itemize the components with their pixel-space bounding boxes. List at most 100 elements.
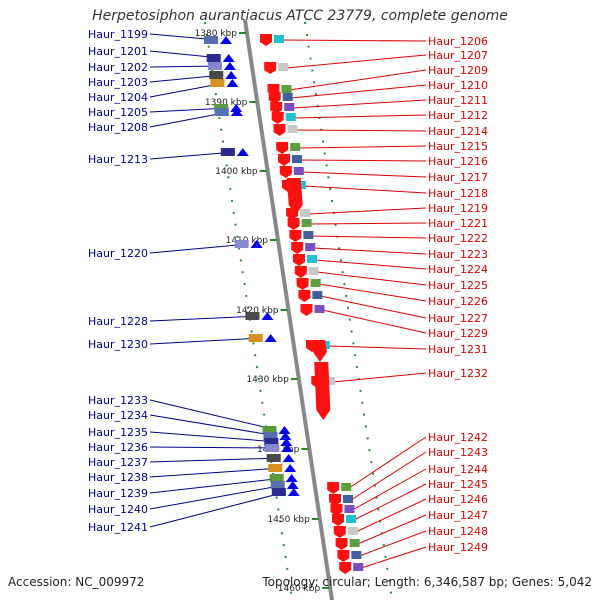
right-gene-label: Haur_1218 xyxy=(428,187,488,200)
forward-gene-arrow xyxy=(293,254,305,266)
forward-gene-arrow xyxy=(329,494,341,506)
topology-text: Topology: circular; Length: 6,346,587 bp… xyxy=(262,575,592,589)
forward-gene-box xyxy=(347,527,358,535)
left-gene-label: Haur_1208 xyxy=(88,121,148,134)
right-gene-connector xyxy=(357,514,427,545)
reverse-gene-box xyxy=(265,444,280,452)
right-gene-connector xyxy=(301,171,427,178)
forward-gene-box xyxy=(343,495,353,503)
reverse-gene-box xyxy=(204,36,218,44)
reverse-gene-box xyxy=(234,240,249,248)
reverse-gene-arrow xyxy=(223,62,236,70)
right-gene-label: Haur_1226 xyxy=(428,295,488,308)
scale-tick-label: 1380 kbp xyxy=(195,29,238,39)
right-gene-label: Haur_1247 xyxy=(428,509,488,522)
reverse-gene-box xyxy=(207,62,222,70)
forward-gene-box xyxy=(305,243,316,251)
forward-gene-box xyxy=(301,219,312,227)
left-gene-label: Haur_1233 xyxy=(88,394,148,407)
right-gene-label: Haur_1229 xyxy=(428,327,488,340)
forward-gene-arrow xyxy=(271,112,284,124)
left-gene-label: Haur_1205 xyxy=(88,106,148,119)
right-gene-connector xyxy=(318,283,427,302)
reverse-gene-box xyxy=(210,79,225,87)
reverse-gene-arrow xyxy=(226,79,239,87)
forward-gene-box xyxy=(308,267,319,275)
right-gene-connector xyxy=(314,259,427,270)
forward-gene-box xyxy=(292,155,302,163)
right-gene-label: Haur_1242 xyxy=(428,431,488,444)
forward-gene-box xyxy=(353,563,364,571)
left-gene-label: Haur_1234 xyxy=(88,409,148,422)
reverse-gene-arrow xyxy=(286,481,299,489)
right-gene-label: Haur_1209 xyxy=(428,64,488,77)
forward-gene-box xyxy=(341,483,352,491)
genome-title: Herpetosiphon aurantiacus ATCC 23779, co… xyxy=(92,8,508,24)
left-gene-connector xyxy=(149,315,260,322)
left-gene-label: Haur_1240 xyxy=(88,503,148,516)
left-gene-connector xyxy=(149,151,235,160)
right-gene-label: Haur_1231 xyxy=(428,343,488,356)
right-gene-label: Haur_1245 xyxy=(428,478,488,491)
right-gene-connector xyxy=(309,222,427,225)
reverse-gene-arrow xyxy=(236,148,249,156)
left-gene-connector xyxy=(149,457,281,463)
left-gene-connector xyxy=(149,431,279,443)
forward-gene-arrow xyxy=(276,142,289,154)
reverse-gene-arrow xyxy=(281,444,294,452)
forward-gene-box xyxy=(314,305,325,313)
reverse-gene-arrow xyxy=(287,488,300,496)
left-gene-connector xyxy=(149,399,277,431)
scale-tick-label: 1450 kbp xyxy=(267,515,310,525)
reverse-gene-box xyxy=(262,426,277,434)
right-gene-label: Haur_1248 xyxy=(428,525,488,538)
left-gene-label: Haur_1239 xyxy=(88,487,148,500)
forward-gene-box xyxy=(310,279,321,287)
left-gene-label: Haur_1202 xyxy=(88,61,148,74)
right-gene-connector xyxy=(320,295,427,319)
forward-gene-arrow xyxy=(264,62,277,74)
right-gene-connector xyxy=(322,309,427,334)
right-gene-connector xyxy=(316,271,427,286)
forward-gene-arrow xyxy=(268,92,281,104)
right-gene-connector xyxy=(353,483,427,521)
forward-gene-arrow xyxy=(287,218,300,230)
right-gene-label: Haur_1215 xyxy=(428,140,488,153)
right-gene-connector xyxy=(355,498,427,533)
right-gene-label: Haur_1224 xyxy=(428,263,488,276)
right-gene-label: Haur_1212 xyxy=(428,109,488,122)
forward-large-orf xyxy=(286,178,303,215)
left-gene-label: Haur_1235 xyxy=(88,426,148,439)
reverse-gene-box xyxy=(209,71,224,79)
forward-gene-arrow xyxy=(332,514,344,526)
reverse-gene-arrow xyxy=(250,240,263,248)
right-gene-label: Haur_1222 xyxy=(428,232,488,245)
right-gene-label: Haur_1223 xyxy=(428,248,488,261)
right-gene-connector xyxy=(286,54,427,69)
forward-gene-box xyxy=(351,551,362,559)
forward-gene-box xyxy=(290,143,301,151)
right-gene-label: Haur_1225 xyxy=(428,279,488,292)
left-gene-label: Haur_1237 xyxy=(88,456,148,469)
forward-gene-arrow xyxy=(339,562,352,574)
accession-text: Accession: NC_009972 xyxy=(8,575,145,589)
right-gene-connector xyxy=(308,207,427,215)
forward-gene-box xyxy=(307,255,317,263)
right-gene-connector xyxy=(348,436,427,489)
right-gene-connector xyxy=(281,39,427,42)
reverse-gene-box xyxy=(269,474,284,482)
left-gene-connector xyxy=(149,414,278,437)
reverse-gene-arrow xyxy=(280,438,293,446)
left-gene-connector xyxy=(149,477,284,494)
scale-tick-label: 1460 kbp xyxy=(278,584,321,594)
right-gene-connector xyxy=(303,185,427,194)
forward-gene-arrow xyxy=(337,550,350,562)
forward-gene-box xyxy=(281,85,292,93)
left-gene-label: Haur_1236 xyxy=(88,441,148,454)
right-gene-label: Haur_1219 xyxy=(428,202,488,215)
forward-gene-arrow xyxy=(330,504,343,516)
right-gene-label: Haur_1210 xyxy=(428,79,488,92)
left-gene-connector xyxy=(149,491,286,528)
forward-gene-box xyxy=(285,113,296,121)
